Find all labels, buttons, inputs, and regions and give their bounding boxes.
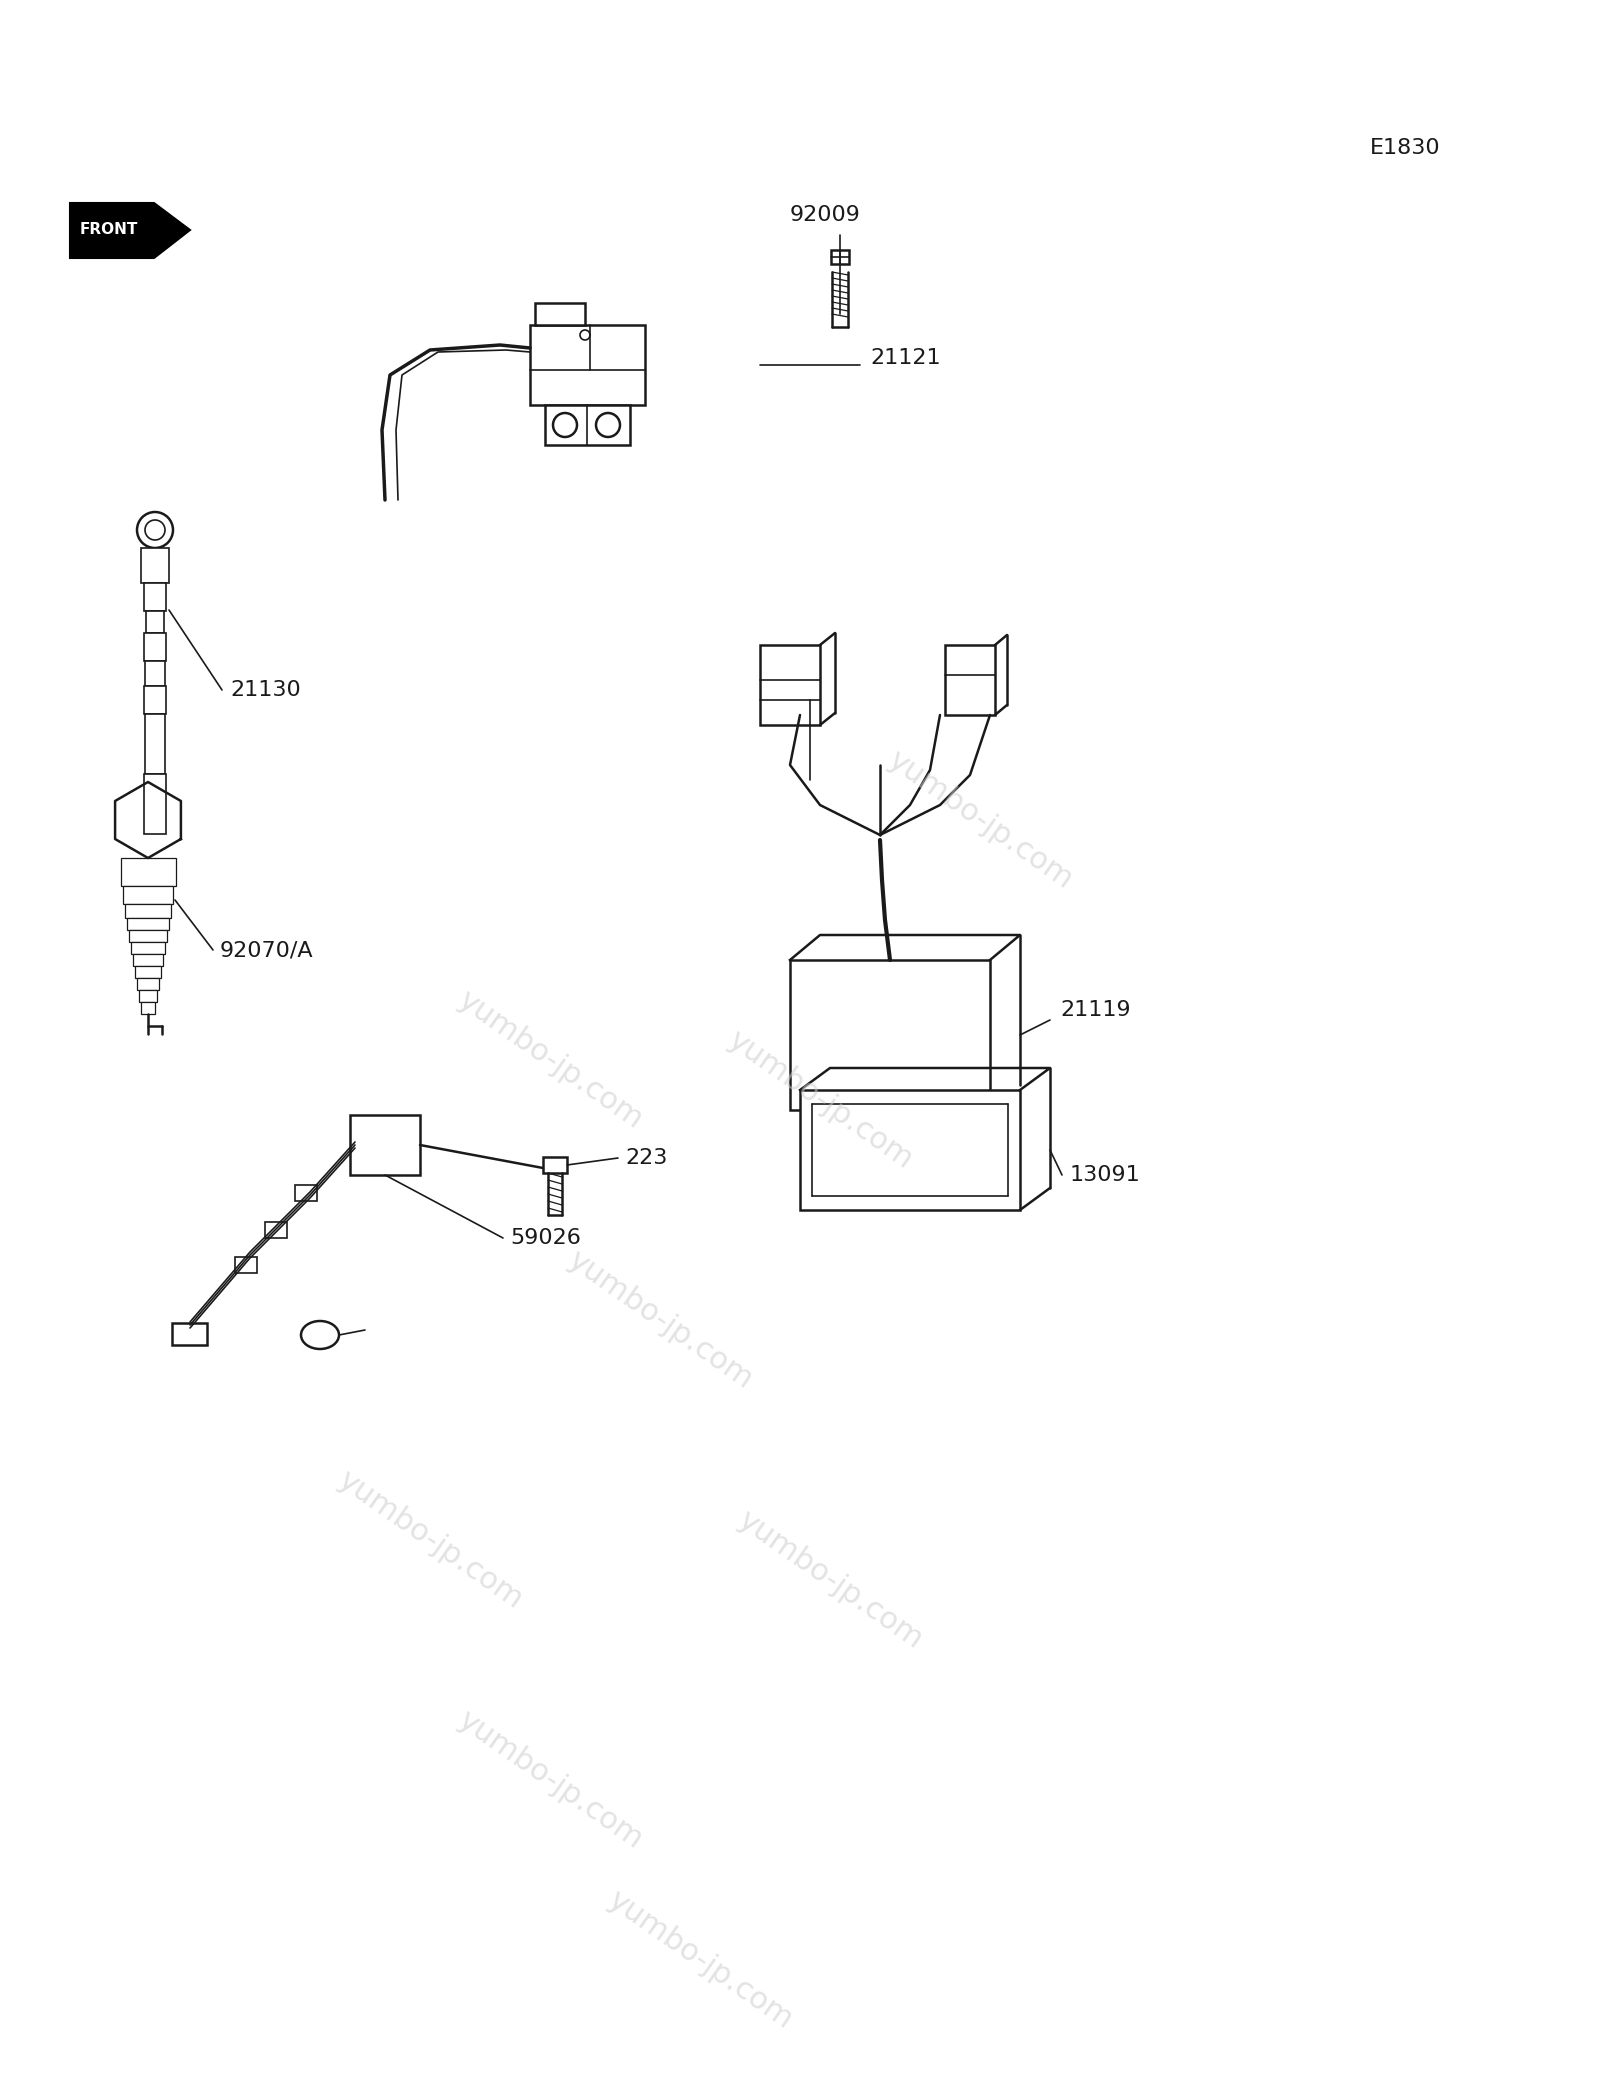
Polygon shape [70, 203, 190, 257]
Text: E1830: E1830 [1370, 138, 1440, 159]
Bar [139, 990, 157, 1002]
Bar [235, 1257, 258, 1274]
Bar [134, 967, 162, 977]
Bar [122, 858, 176, 887]
Text: 21121: 21121 [870, 347, 941, 368]
Bar [542, 1157, 566, 1174]
Text: yumbo-jp.com: yumbo-jp.com [453, 1705, 648, 1856]
Text: yumbo-jp.com: yumbo-jp.com [333, 1464, 528, 1615]
Bar [146, 611, 165, 634]
Bar [173, 1322, 206, 1345]
Bar [266, 1222, 286, 1238]
Bar [144, 774, 166, 835]
Bar [141, 548, 170, 584]
Bar [123, 887, 173, 904]
Text: 59026: 59026 [510, 1228, 581, 1249]
Text: FRONT: FRONT [80, 222, 138, 238]
Bar [125, 904, 171, 918]
Bar [131, 941, 165, 954]
Bar [546, 406, 630, 446]
Bar [790, 960, 990, 1111]
Bar [530, 324, 645, 406]
Text: 21119: 21119 [1059, 1000, 1131, 1021]
Bar [126, 918, 170, 931]
Text: yumbo-jp.com: yumbo-jp.com [882, 745, 1078, 895]
Bar [138, 977, 158, 990]
Text: 223: 223 [626, 1149, 667, 1167]
Bar [141, 1002, 155, 1015]
Bar [534, 303, 586, 324]
Text: 13091: 13091 [1070, 1165, 1141, 1184]
Text: yumbo-jp.com: yumbo-jp.com [722, 1025, 918, 1174]
Text: yumbo-jp.com: yumbo-jp.com [453, 985, 648, 1134]
Bar [133, 954, 163, 967]
Bar [830, 251, 850, 264]
Bar [130, 931, 166, 941]
Text: yumbo-jp.com: yumbo-jp.com [562, 1245, 758, 1395]
Bar [144, 584, 166, 611]
Text: 92070/A: 92070/A [221, 939, 314, 960]
Bar [144, 634, 166, 661]
Bar [350, 1115, 419, 1176]
Text: yumbo-jp.com: yumbo-jp.com [602, 1885, 798, 2036]
Text: 92009: 92009 [790, 205, 861, 226]
Bar [146, 661, 165, 686]
Bar [946, 644, 995, 715]
Text: 21130: 21130 [230, 680, 301, 701]
Bar [144, 686, 166, 713]
Text: yumbo-jp.com: yumbo-jp.com [733, 1506, 928, 1655]
Bar [146, 713, 165, 774]
Bar [294, 1184, 317, 1201]
Bar [760, 644, 819, 726]
Bar [800, 1090, 1021, 1209]
